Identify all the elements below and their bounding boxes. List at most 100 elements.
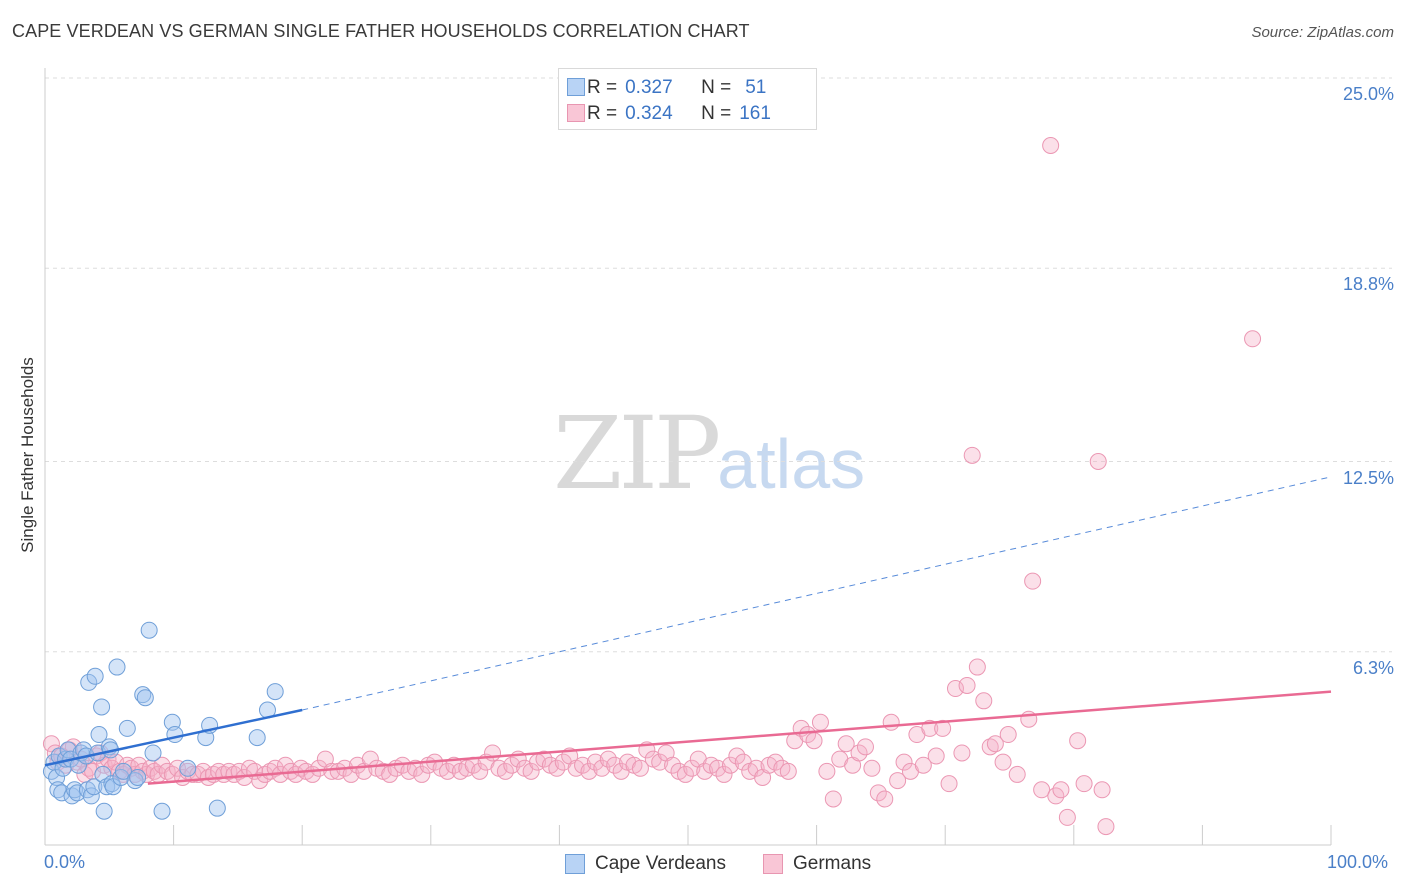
german-point bbox=[968, 658, 986, 676]
cape-verdean-point bbox=[144, 744, 162, 762]
y-tick-label: 12.5% bbox=[1342, 467, 1394, 488]
german-point bbox=[593, 759, 611, 777]
source-label: Source: ZipAtlas.com bbox=[1251, 24, 1394, 41]
german-point bbox=[586, 753, 604, 771]
cape-verdean-point bbox=[248, 729, 266, 747]
cape-verdean-point bbox=[98, 778, 116, 796]
german-point bbox=[1024, 572, 1042, 590]
german-point bbox=[323, 762, 341, 780]
german-point bbox=[994, 753, 1012, 771]
legend-label: Cape Verdeans bbox=[595, 853, 726, 874]
cape-verdean-point bbox=[208, 799, 226, 817]
cape-verdean-point bbox=[136, 689, 154, 707]
n-value: 161 bbox=[739, 103, 771, 124]
german-point bbox=[522, 762, 540, 780]
cape-verdean-trend-line bbox=[44, 708, 303, 767]
y-tick-label: 18.8% bbox=[1342, 274, 1394, 295]
german-point bbox=[934, 719, 952, 737]
german-point bbox=[1097, 818, 1115, 836]
cape-verdean-point bbox=[153, 802, 171, 820]
german-point bbox=[766, 753, 784, 771]
cape-verdean-point bbox=[118, 719, 136, 737]
german-point bbox=[856, 738, 874, 756]
german-point bbox=[889, 772, 907, 790]
r-label: R = bbox=[587, 77, 618, 98]
german-point bbox=[805, 732, 823, 750]
german-point bbox=[850, 744, 868, 762]
german-point bbox=[535, 750, 553, 768]
german-point bbox=[747, 759, 765, 777]
cape-verdean-point bbox=[80, 673, 98, 691]
german-point bbox=[42, 735, 60, 753]
german-point bbox=[503, 756, 521, 774]
german-point bbox=[721, 756, 739, 774]
german-point bbox=[958, 676, 976, 694]
german-point bbox=[413, 765, 431, 783]
german-point bbox=[574, 756, 592, 774]
legend-item-cape-verdeans: Cape Verdeans bbox=[565, 850, 726, 878]
german-point bbox=[927, 747, 945, 765]
german-point bbox=[779, 762, 797, 780]
german-point bbox=[1033, 781, 1051, 799]
correlation-legend: R = 0.327 N = 51 R = 0.324 N = 161 bbox=[558, 68, 817, 130]
german-point bbox=[863, 759, 881, 777]
german-point bbox=[914, 756, 932, 774]
german-point bbox=[818, 762, 836, 780]
cape-verdean-point bbox=[108, 658, 126, 676]
legend-swatch-pink bbox=[567, 104, 585, 122]
german-point bbox=[683, 759, 701, 777]
german-point bbox=[381, 765, 399, 783]
german-point bbox=[1093, 781, 1111, 799]
cape-verdean-point bbox=[140, 621, 158, 639]
german-point bbox=[168, 759, 186, 777]
cape-verdean-point bbox=[95, 802, 113, 820]
german-point bbox=[1069, 732, 1087, 750]
german-point bbox=[869, 784, 887, 802]
german-point bbox=[953, 744, 971, 762]
german-point bbox=[709, 759, 727, 777]
german-point bbox=[342, 765, 360, 783]
german-point bbox=[811, 713, 829, 731]
german-point bbox=[895, 753, 913, 771]
german-point bbox=[1052, 781, 1070, 799]
german-point bbox=[1244, 330, 1262, 348]
german-point bbox=[664, 756, 682, 774]
german-point bbox=[1075, 775, 1093, 793]
german-point bbox=[310, 759, 328, 777]
cape-verdean-point bbox=[266, 683, 284, 701]
cape-verdean-point bbox=[114, 762, 132, 780]
r-value: 0.327 bbox=[625, 77, 673, 98]
cape-verdean-point bbox=[129, 769, 147, 787]
legend-row-germans: R = 0.324 N = 161 bbox=[567, 102, 771, 126]
n-label: N = bbox=[701, 103, 732, 124]
german-point bbox=[651, 753, 669, 771]
cape-verdean-trend-extension bbox=[302, 476, 1332, 711]
cape-verdean-point bbox=[86, 667, 104, 685]
german-point bbox=[921, 719, 939, 737]
german-point bbox=[963, 446, 981, 464]
chart-title: CAPE VERDEAN VS GERMAN SINGLE FATHER HOU… bbox=[12, 21, 750, 41]
german-point bbox=[439, 762, 457, 780]
german-point bbox=[1042, 136, 1060, 154]
german-point bbox=[799, 726, 817, 744]
cape-verdean-point bbox=[85, 778, 103, 796]
legend-swatch-pink bbox=[763, 854, 783, 874]
cape-verdean-point bbox=[179, 759, 197, 777]
german-point bbox=[837, 735, 855, 753]
german-point bbox=[496, 762, 514, 780]
german-point bbox=[1008, 765, 1026, 783]
german-point bbox=[548, 759, 566, 777]
german-point bbox=[471, 762, 489, 780]
x-tick-label-max: 100.0% bbox=[1327, 852, 1389, 872]
german-point bbox=[1089, 453, 1107, 470]
german-point bbox=[696, 762, 714, 780]
legend-swatch-blue bbox=[567, 78, 585, 96]
legend-label: Germans bbox=[793, 853, 872, 874]
german-point bbox=[631, 759, 649, 777]
german-point bbox=[580, 762, 598, 780]
german-point bbox=[158, 762, 176, 780]
german-point bbox=[606, 756, 624, 774]
cape-verdean-point bbox=[48, 769, 66, 787]
r-label: R = bbox=[587, 103, 618, 124]
german-point bbox=[975, 692, 993, 710]
